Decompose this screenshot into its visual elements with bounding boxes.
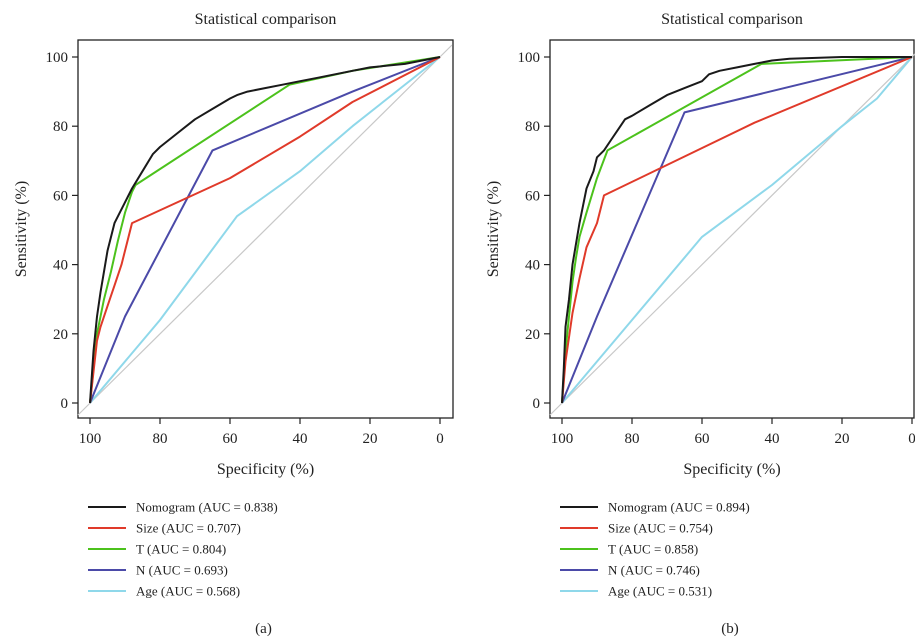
x-tick-label: 20: [835, 431, 850, 447]
legend-entry: Nomogram (AUC = 0.838): [136, 500, 278, 515]
legend-entry: T (AUC = 0.858): [608, 542, 698, 557]
x-tick-label: 40: [765, 431, 780, 447]
plot-frame: [77, 39, 454, 419]
y-tick-label: 100: [518, 50, 541, 66]
roc-curve: [561, 56, 913, 404]
y-tick-label: 60: [525, 188, 540, 204]
legend-entry: Age (AUC = 0.531): [608, 584, 712, 599]
panel-label: (a): [255, 621, 272, 637]
roc-curve: [89, 56, 441, 404]
x-tick-label: 20: [363, 431, 378, 447]
y-tick-label: 80: [53, 119, 68, 135]
reference-diagonal: [77, 44, 453, 416]
chart-title: Statistical comparison: [195, 11, 337, 28]
panel-label: (b): [721, 621, 739, 637]
roc-curve: [561, 56, 913, 404]
y-tick-label: 80: [525, 119, 540, 135]
roc-curve: [89, 56, 441, 404]
x-tick-label: 80: [153, 431, 168, 447]
y-tick-label: 40: [53, 258, 68, 274]
roc-panel-b: Statistical comparison 0 20 40 60 80 100 100 80 6…: [485, 11, 915, 637]
x-tick-label: 40: [293, 431, 308, 447]
roc-curve: [561, 56, 913, 404]
x-tick-label: 0: [908, 431, 915, 447]
x-tick-label: 60: [223, 431, 238, 447]
y-tick-label: 0: [533, 396, 541, 412]
legend-entry: T (AUC = 0.804): [136, 542, 226, 557]
x-tick-label: 100: [79, 431, 102, 447]
x-tick-label: 100: [551, 431, 574, 447]
roc-curve: [89, 56, 441, 404]
y-tick-label: 20: [525, 327, 540, 343]
roc-curve: [561, 56, 913, 404]
y-tick-label: 60: [53, 188, 68, 204]
x-axis-label: Specificity (%): [683, 461, 780, 478]
legend-entry: Size (AUC = 0.707): [136, 521, 241, 536]
x-tick-label: 60: [695, 431, 710, 447]
legend-entry: N (AUC = 0.746): [608, 563, 700, 578]
legend-entry: Nomogram (AUC = 0.894): [608, 500, 750, 515]
reference-diagonal: [549, 53, 915, 416]
chart-title: Statistical comparison: [661, 11, 803, 28]
y-tick-label: 100: [46, 50, 69, 66]
y-axis-label: Sensitivity (%): [13, 181, 30, 277]
legend-entry: Size (AUC = 0.754): [608, 521, 713, 536]
x-axis-label: Specificity (%): [217, 461, 314, 478]
y-axis-label: Sensitivity (%): [485, 181, 502, 277]
legend-entry: N (AUC = 0.693): [136, 563, 228, 578]
y-tick-label: 0: [61, 396, 69, 412]
x-tick-label: 80: [625, 431, 640, 447]
y-tick-label: 40: [525, 258, 540, 274]
x-tick-label: 0: [436, 431, 444, 447]
roc-panel-a: Statistical comparison 0 20 40 60 80 100 100 80 6…: [13, 11, 454, 637]
roc-curve: [89, 56, 441, 404]
roc-curve: [561, 56, 912, 404]
y-tick-label: 20: [53, 327, 68, 343]
plot-frame: [549, 39, 915, 419]
legend-entry: Age (AUC = 0.568): [136, 584, 240, 599]
